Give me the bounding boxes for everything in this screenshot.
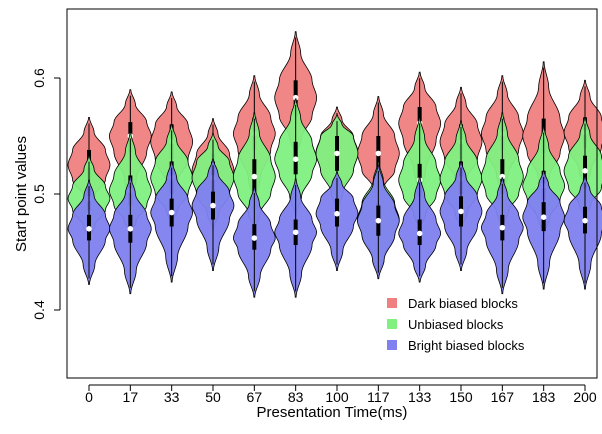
x-tick-label: 0	[85, 389, 93, 405]
violin-median-point	[416, 230, 423, 237]
violin-median-point	[168, 209, 175, 216]
violin-median-point	[127, 226, 134, 232]
violin-median-point	[375, 150, 382, 157]
violin-median-point	[540, 214, 547, 220]
x-tick-label: 67	[247, 389, 263, 405]
x-tick-label: 167	[491, 389, 515, 405]
violin-median-point	[292, 229, 299, 236]
violin-median-point	[86, 226, 92, 232]
x-axis-title: Presentation Time(ms)	[257, 404, 408, 421]
violin-median-point	[375, 217, 382, 224]
violin-median-point	[458, 208, 464, 215]
x-tick-label: 33	[164, 389, 180, 405]
legend-swatch	[387, 298, 397, 308]
violin-median-point	[292, 94, 299, 101]
y-tick-label: 0.4	[31, 300, 47, 320]
x-axis: 0 17 33 50 67 83 100 117 133 150 167 183 200	[85, 384, 597, 405]
series-bright-biased-blocks	[67, 158, 602, 298]
violin-median-point	[210, 202, 216, 209]
x-tick-label: 200	[573, 389, 597, 405]
legend-label: Dark biased blocks	[408, 296, 518, 311]
x-tick-label: 100	[325, 389, 349, 405]
legend-label: Bright biased blocks	[408, 338, 525, 353]
x-tick-label: 17	[123, 389, 139, 405]
legend-swatch	[387, 340, 397, 350]
violin-median-point	[582, 217, 588, 224]
violin-median-point	[582, 168, 588, 174]
x-tick-label: 183	[532, 389, 556, 405]
y-tick-label: 0.5	[31, 184, 47, 204]
violin-median-point	[251, 173, 258, 180]
violin-median-point	[334, 150, 340, 157]
violin-median-point	[499, 173, 506, 180]
legend: Dark biased blocks Unbiased blocks Bright …	[387, 296, 525, 353]
violin-median-point	[499, 224, 506, 231]
violin-layer	[67, 31, 602, 298]
x-tick-label: 133	[408, 389, 432, 405]
violin-median-point	[334, 210, 340, 217]
plot-frame	[66, 8, 598, 379]
x-tick-label: 117	[367, 389, 390, 405]
y-axis: 0.4 0.5 0.6	[31, 68, 61, 320]
x-tick-label: 150	[449, 389, 473, 405]
violin-median-point	[292, 156, 299, 162]
y-tick-label: 0.6	[31, 68, 47, 88]
x-tick-label: 50	[205, 389, 221, 405]
y-axis-title: Start point values	[13, 136, 30, 252]
x-tick-label: 83	[288, 389, 304, 405]
violin-median-point	[251, 235, 258, 241]
legend-swatch	[387, 319, 397, 329]
legend-label: Unbiased blocks	[408, 317, 504, 332]
